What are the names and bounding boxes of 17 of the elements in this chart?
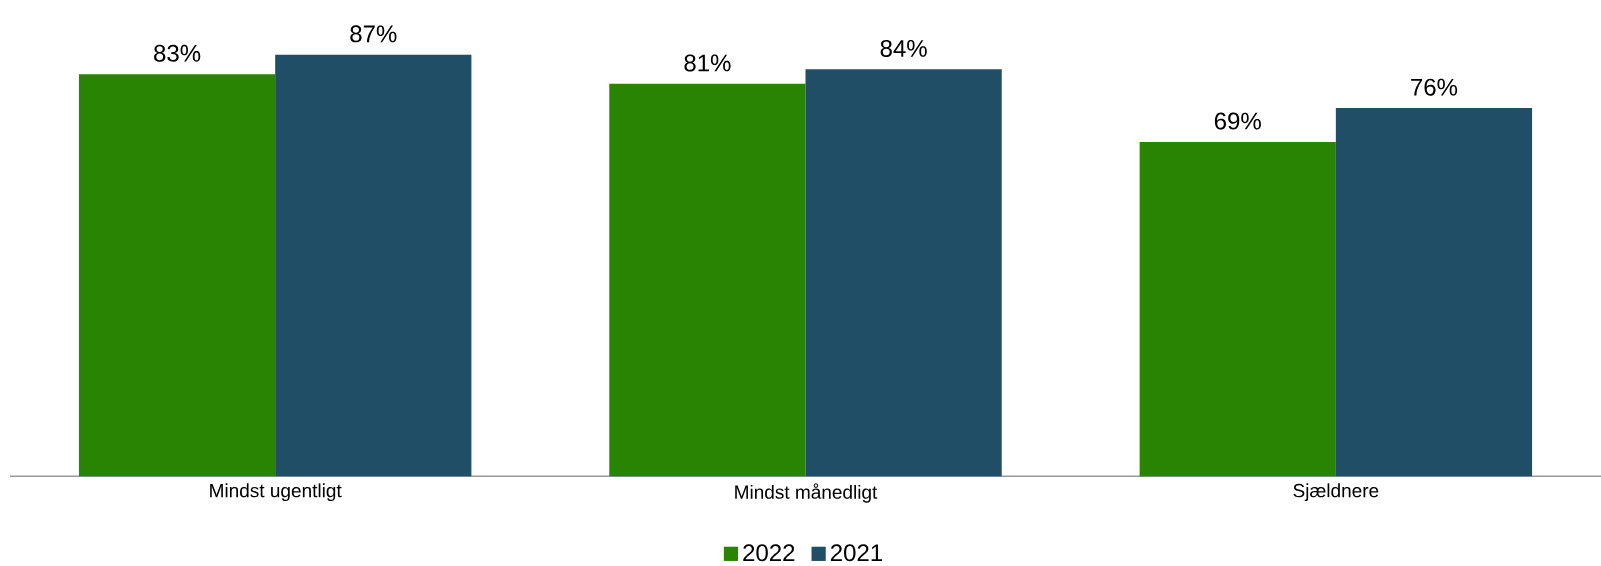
bar <box>609 83 806 477</box>
bar <box>275 54 472 477</box>
bar <box>78 73 276 477</box>
legend-label: 2021 <box>830 544 882 562</box>
data-label: 76% <box>1411 78 1458 96</box>
data-label: 87% <box>350 25 397 43</box>
data-label: 69% <box>1214 112 1261 130</box>
bar <box>1335 107 1533 477</box>
bar <box>1139 141 1336 477</box>
data-label: 83% <box>154 44 201 62</box>
bar <box>805 69 1002 477</box>
x-tick-label: Mindst månedligt <box>735 483 878 503</box>
legend-label: 2022 <box>743 544 795 562</box>
x-tick-label: Mindst ugentligt <box>210 483 342 501</box>
data-label: 84% <box>880 39 927 57</box>
x-tick-label: Sjældnere <box>1293 483 1379 501</box>
data-label: 81% <box>684 54 731 72</box>
